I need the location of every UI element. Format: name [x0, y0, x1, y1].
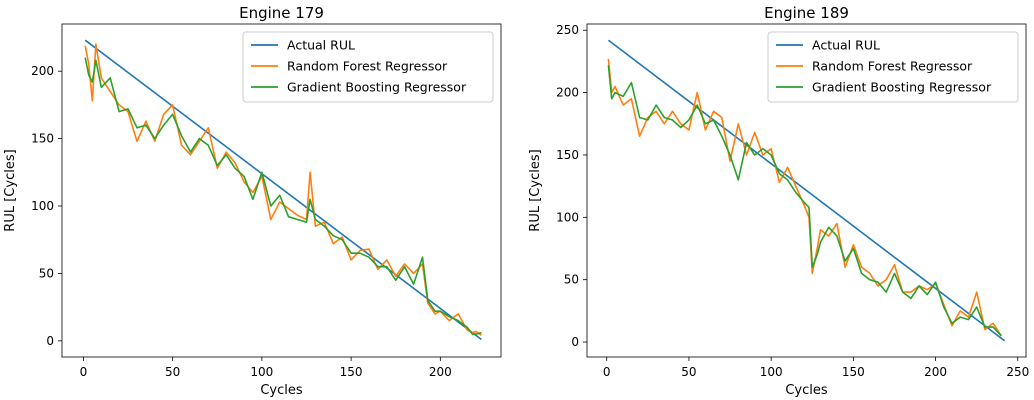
chart-title: Engine 179 — [239, 4, 324, 22]
y-tick-label: 50 — [39, 266, 54, 280]
y-tick-label: 200 — [556, 86, 579, 100]
y-axis-label: RUL [Cycles] — [528, 149, 543, 231]
x-tick-label: 0 — [80, 365, 88, 379]
x-axis-label: Cycles — [785, 383, 828, 398]
y-tick-label: 150 — [556, 148, 579, 162]
y-tick-label: 0 — [571, 335, 579, 349]
legend: Actual RUL Random Forest Regressor Gradien… — [242, 31, 494, 103]
x-tick-label: 50 — [681, 365, 696, 379]
y-tick-label: 100 — [31, 199, 54, 213]
y-axis-label: RUL [Cycles] — [3, 149, 18, 231]
x-axis-label: Cycles — [260, 383, 303, 398]
legend-label: Gradient Boosting Regressor — [287, 80, 467, 95]
y-tick-label: 250 — [556, 23, 579, 37]
x-tick-label: 200 — [924, 365, 947, 379]
legend-label: Actual RUL — [287, 38, 355, 53]
legend-label: Random Forest Regressor — [287, 59, 448, 74]
y-tick-label: 50 — [564, 273, 579, 287]
series-line-actual-rul — [84, 39, 482, 341]
legend-label: Actual RUL — [812, 38, 880, 53]
chart-title: Engine 189 — [764, 4, 849, 22]
x-tick-label: 250 — [1006, 365, 1029, 379]
series-line-gradient-boosting — [84, 57, 482, 335]
chart-engine-179: Engine 179 Cycles RUL [Cycles] 0 50 100 150… — [3, 4, 502, 398]
legend-label: Random Forest Regressor — [812, 59, 973, 74]
y-tick-label: 100 — [556, 210, 579, 224]
x-tick-label: 200 — [429, 365, 452, 379]
plot-frame — [61, 23, 502, 358]
y-tick-label: 150 — [31, 132, 54, 146]
legend-label: Gradient Boosting Regressor — [812, 80, 992, 95]
x-tick-label: 50 — [165, 365, 180, 379]
y-tick-label: 0 — [46, 334, 54, 348]
x-tick-label: 100 — [760, 365, 783, 379]
x-tick-label: 0 — [603, 365, 611, 379]
series-line-random-forest — [607, 58, 1002, 337]
legend: Actual RUL Random Forest Regressor Gradien… — [767, 31, 1019, 103]
x-tick-label: 150 — [842, 365, 865, 379]
x-tick-label: 150 — [340, 365, 363, 379]
y-tick-label: 200 — [31, 64, 54, 78]
chart-engine-189: Engine 189 Cycles RUL [Cycles] 0 50 100 150… — [528, 4, 1029, 398]
legend-box — [242, 31, 494, 103]
x-tick-label: 100 — [250, 365, 273, 379]
series-line-gradient-boosting — [607, 65, 1002, 337]
plot-frame — [586, 23, 1027, 358]
legend-box — [767, 31, 1019, 103]
